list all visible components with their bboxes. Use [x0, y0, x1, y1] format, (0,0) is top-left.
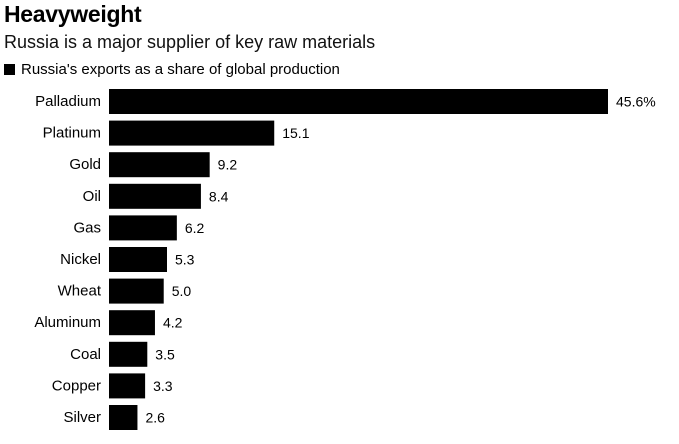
legend-swatch: [4, 64, 15, 75]
bar-gold: [109, 152, 210, 178]
category-label-wheat: Wheat: [58, 283, 102, 300]
chart-title: Heavyweight: [4, 1, 142, 27]
value-label-gas: 6.2: [185, 220, 205, 236]
bar-chart: Palladium 45.6% Platinum 15.1 Gold 9.2 Oil 8.4 G…: [34, 89, 656, 430]
value-label-gold: 9.2: [218, 157, 238, 173]
category-label-nickel: Nickel: [60, 251, 101, 268]
value-label-aluminum: 4.2: [163, 315, 183, 331]
legend: Russia's exports as a share of global pr…: [4, 61, 340, 78]
bar-aluminum: [109, 310, 155, 336]
bar-copper: [109, 373, 146, 399]
category-label-copper: Copper: [52, 377, 101, 394]
bar-platinum: [109, 120, 275, 146]
value-label-coal: 3.5: [155, 346, 175, 362]
category-label-aluminum: Aluminum: [34, 314, 101, 331]
legend-label: Russia's exports as a share of global pr…: [21, 61, 340, 78]
category-label-gas: Gas: [73, 219, 101, 236]
bar-oil: [109, 183, 201, 209]
category-label-platinum: Platinum: [43, 125, 101, 142]
category-label-palladium: Palladium: [35, 93, 101, 110]
bar-nickel: [109, 247, 167, 272]
category-label-oil: Oil: [83, 188, 101, 205]
category-label-silver: Silver: [63, 409, 101, 426]
value-label-palladium: 45.6%: [616, 94, 656, 110]
value-label-silver: 2.6: [145, 410, 165, 426]
value-label-copper: 3.3: [153, 378, 173, 394]
bar-gas: [109, 215, 177, 241]
value-label-wheat: 5.0: [172, 283, 192, 299]
bar-silver: [109, 405, 138, 430]
category-label-gold: Gold: [69, 156, 101, 173]
chart-subtitle: Russia is a major supplier of key raw ma…: [4, 32, 376, 52]
bar-coal: [109, 341, 148, 367]
bar-wheat: [109, 278, 164, 304]
value-label-oil: 8.4: [209, 188, 229, 204]
value-label-platinum: 15.1: [282, 125, 309, 141]
bar-palladium: [109, 89, 608, 114]
category-label-coal: Coal: [70, 346, 101, 363]
value-label-nickel: 5.3: [175, 252, 195, 268]
